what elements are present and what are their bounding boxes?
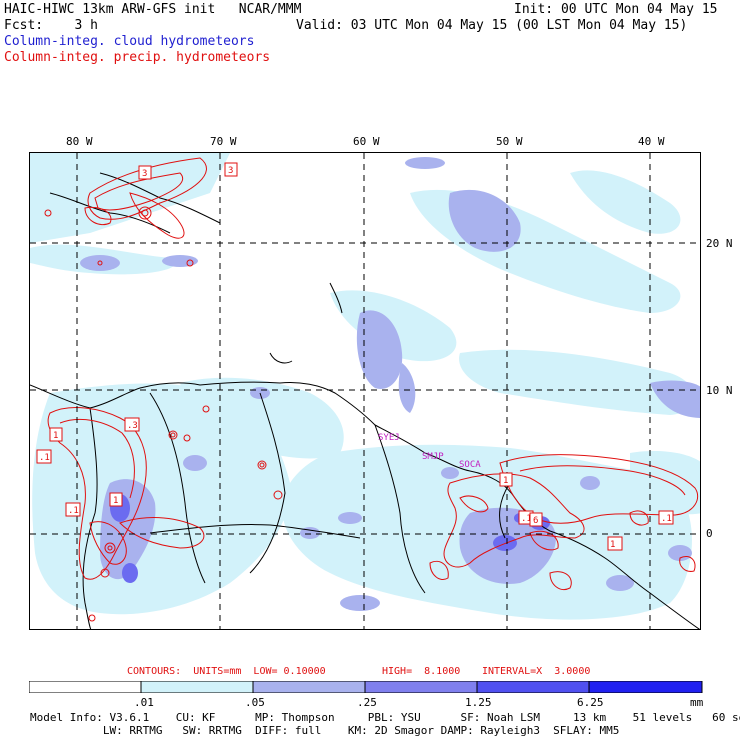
field-cloud-label: Column-integ. cloud hydrometeors bbox=[4, 34, 255, 49]
station-soca: SOCA bbox=[459, 460, 481, 470]
colorbar-tick-3: 1.25 bbox=[465, 696, 492, 709]
maxmin-label: .1 bbox=[661, 514, 672, 524]
colorbar bbox=[29, 681, 703, 693]
colorbar-tick-2: .25 bbox=[357, 696, 377, 709]
model-info-line1: Model Info: V3.6.1 CU: KF MP: Thompson P… bbox=[30, 711, 740, 724]
max-min-labels: 3 3 1 .1 .3 1 .1 1 .1 6 1 .1 bbox=[36, 162, 674, 551]
maxmin-label: .1 bbox=[521, 514, 532, 524]
lat-label-10n: 10 N bbox=[706, 384, 733, 397]
lon-label-70w: 70 W bbox=[210, 135, 237, 148]
colorbar-seg-4 bbox=[476, 681, 590, 693]
maxmin-label: 1 bbox=[503, 476, 508, 486]
colorbar-seg-1 bbox=[140, 681, 254, 693]
forecast-hour: Fcst: 3 h bbox=[4, 18, 98, 33]
map-panel: 3 3 1 .1 .3 1 .1 1 .1 6 1 .1 SYEJ SMJP S… bbox=[29, 152, 701, 630]
contours-high: HIGH= 8.1000 bbox=[382, 666, 461, 677]
colorbar-tick-4: 6.25 bbox=[577, 696, 604, 709]
lon-label-40w: 40 W bbox=[638, 135, 665, 148]
model-title: HAIC-HIWC 13km ARW-GFS init NCAR/MMM bbox=[4, 2, 302, 17]
maxmin-label: 1 bbox=[113, 496, 118, 506]
lon-label-60w: 60 W bbox=[353, 135, 380, 148]
valid-time: Valid: 03 UTC Mon 04 May 15 (00 LST Mon … bbox=[296, 18, 688, 33]
colorbar-seg-2 bbox=[252, 681, 366, 693]
lat-lon-grid bbox=[30, 153, 700, 629]
contours-interval: INTERVAL=X 3.0000 bbox=[482, 666, 591, 677]
maxmin-label: 3 bbox=[142, 169, 147, 179]
lon-label-50w: 50 W bbox=[496, 135, 523, 148]
colorbar-seg-3 bbox=[364, 681, 478, 693]
lat-label-0: 0 bbox=[706, 527, 713, 540]
maxmin-label: 1 bbox=[610, 540, 615, 550]
colorbar-tick-1: .05 bbox=[245, 696, 265, 709]
lon-label-80w: 80 W bbox=[66, 135, 93, 148]
model-info-line2: LW: RRTMG SW: RRTMG DIFF: full KM: 2D Sm… bbox=[30, 724, 620, 737]
colorbar-unit: mm bbox=[690, 696, 704, 709]
init-time: Init: 00 UTC Mon 04 May 15 bbox=[514, 2, 718, 17]
maxmin-label: 1 bbox=[53, 431, 58, 441]
colorbar-seg-0 bbox=[29, 681, 142, 693]
station-labels: SYEJ SMJP SOCA bbox=[378, 433, 481, 470]
maxmin-label: 6 bbox=[533, 516, 538, 526]
contours-units: CONTOURS: UNITS=mm LOW= 0.10000 bbox=[127, 666, 326, 677]
maxmin-label: .1 bbox=[39, 453, 50, 463]
maxmin-label: .1 bbox=[68, 506, 79, 516]
maxmin-label: .3 bbox=[127, 421, 138, 431]
colorbar-tick-0: .01 bbox=[134, 696, 154, 709]
field-precip-label: Column-integ. precip. hydrometeors bbox=[4, 50, 271, 65]
station-smjp: SMJP bbox=[422, 452, 444, 462]
map-canvas: 3 3 1 .1 .3 1 .1 1 .1 6 1 .1 SYEJ SMJP S… bbox=[30, 153, 700, 629]
lat-label-20n: 20 N bbox=[706, 237, 733, 250]
maxmin-label: 3 bbox=[228, 166, 233, 176]
station-syej: SYEJ bbox=[378, 433, 400, 443]
coastlines bbox=[30, 172, 700, 629]
colorbar-seg-5 bbox=[588, 681, 703, 693]
